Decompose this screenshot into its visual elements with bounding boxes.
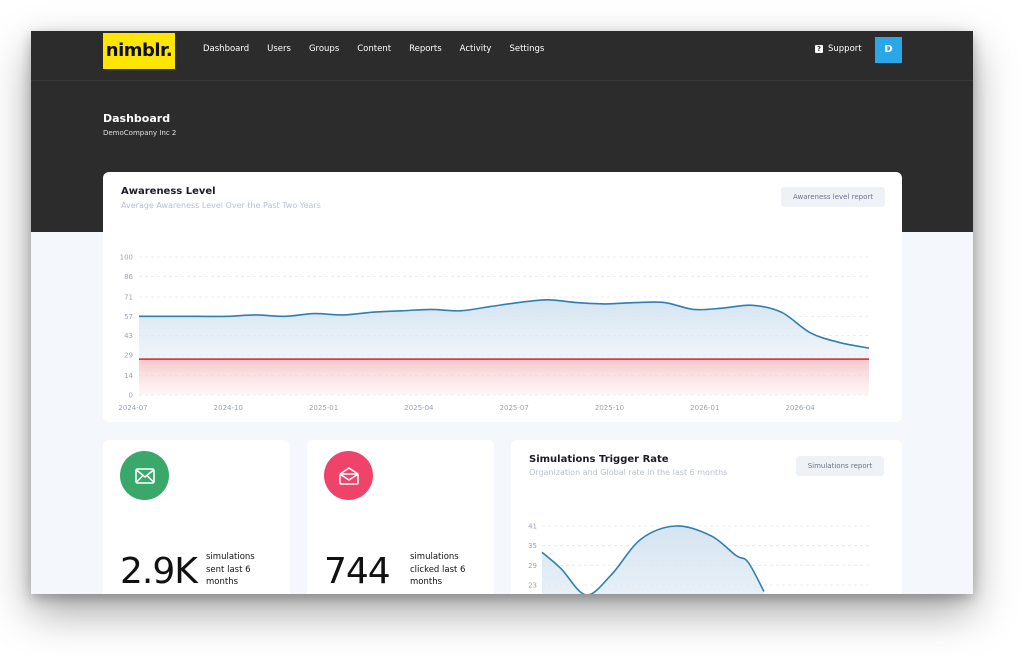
simulations-report-button[interactable]: Simulations report bbox=[796, 456, 884, 476]
awareness-line bbox=[139, 298, 870, 349]
nav-link-activity[interactable]: Activity bbox=[459, 44, 492, 54]
simulations-chart: 23 29 35 41 bbox=[528, 523, 871, 594]
threshold-area bbox=[139, 359, 869, 395]
nav-link-groups[interactable]: Groups bbox=[308, 44, 340, 54]
x-tick-label: 2025-10 bbox=[595, 404, 624, 412]
awareness-title: Awareness Level bbox=[121, 186, 216, 197]
y-tick-label: 86 bbox=[124, 273, 133, 281]
y-tick-label: 43 bbox=[124, 332, 133, 340]
clicked-label: simulations clicked last 6 months bbox=[410, 552, 466, 587]
app-window: nimblr. Dashboard Users Groups Content R… bbox=[31, 31, 973, 594]
clicked-icon-circle bbox=[324, 451, 373, 500]
x-tick-label: 2026-01 bbox=[690, 404, 719, 412]
y-tick-label: 23 bbox=[528, 582, 537, 590]
awareness-report-button[interactable]: Awareness level report bbox=[781, 187, 885, 207]
user-avatar[interactable]: D bbox=[875, 37, 902, 63]
nav-links: Dashboard Users Groups Content Reports A… bbox=[203, 44, 544, 54]
nav-link-content[interactable]: Content bbox=[357, 44, 392, 54]
nav-link-reports[interactable]: Reports bbox=[409, 44, 442, 54]
top-navigation: nimblr. Dashboard Users Groups Content R… bbox=[31, 31, 973, 81]
y-tick-label: 100 bbox=[120, 254, 133, 262]
simulations-trigger-rate-card: Simulations Trigger Rate Organization an… bbox=[511, 440, 902, 594]
y-tick-label: 41 bbox=[528, 523, 537, 531]
x-tick-label: 2026-04 bbox=[785, 404, 815, 412]
nav-link-users[interactable]: Users bbox=[267, 44, 291, 54]
nav-link-dashboard[interactable]: Dashboard bbox=[203, 44, 250, 54]
stat-card-sent: 2.9K simulations sent last 6 months bbox=[103, 440, 290, 594]
envelope-icon bbox=[134, 467, 155, 484]
open-envelope-icon bbox=[338, 466, 359, 485]
question-icon: ? bbox=[815, 45, 823, 53]
y-tick-label: 14 bbox=[124, 372, 133, 380]
x-tick-label: 2025-04 bbox=[404, 404, 434, 412]
x-tick-label: 2024-10 bbox=[214, 404, 243, 412]
x-tick-label: 2025-07 bbox=[500, 404, 529, 412]
nav-link-settings[interactable]: Settings bbox=[509, 44, 545, 54]
x-tick-label: 2025-01 bbox=[309, 404, 338, 412]
simulations-title: Simulations Trigger Rate bbox=[529, 454, 669, 465]
y-tick-label: 57 bbox=[124, 313, 133, 321]
y-tick-label: 71 bbox=[124, 294, 133, 302]
sent-label: simulations sent last 6 months bbox=[206, 552, 255, 587]
awareness-chart: 0 14 29 43 57 71 86 100 2024-07 2024-10 2025-01 202… bbox=[118, 254, 870, 412]
simulation-line bbox=[541, 525, 765, 594]
page-title: Dashboard bbox=[103, 112, 171, 125]
y-tick-label: 29 bbox=[124, 351, 133, 359]
y-tick-label: 0 bbox=[129, 392, 133, 400]
support-link[interactable]: ? Support bbox=[815, 44, 862, 54]
simulations-subtitle: Organization and Global rate in the last… bbox=[529, 468, 728, 477]
y-tick-label: 35 bbox=[528, 542, 537, 550]
nimblr-logo[interactable]: nimblr. bbox=[103, 33, 175, 69]
stat-card-clicked: 744 simulations clicked last 6 months bbox=[307, 440, 494, 594]
awareness-subtitle: Average Awareness Level Over the Past Tw… bbox=[121, 201, 321, 210]
y-tick-label: 29 bbox=[528, 562, 537, 570]
clicked-count: 744 bbox=[324, 551, 391, 592]
support-label: Support bbox=[828, 44, 862, 54]
sent-count: 2.9K bbox=[120, 551, 198, 592]
awareness-level-card: Awareness Level Average Awareness Level … bbox=[103, 172, 902, 422]
simulation-area bbox=[542, 525, 764, 594]
company-name: DemoCompany Inc 2 bbox=[103, 129, 177, 137]
sent-icon-circle bbox=[120, 451, 169, 500]
awareness-area bbox=[139, 299, 869, 360]
x-tick-label: 2024-07 bbox=[118, 404, 147, 412]
